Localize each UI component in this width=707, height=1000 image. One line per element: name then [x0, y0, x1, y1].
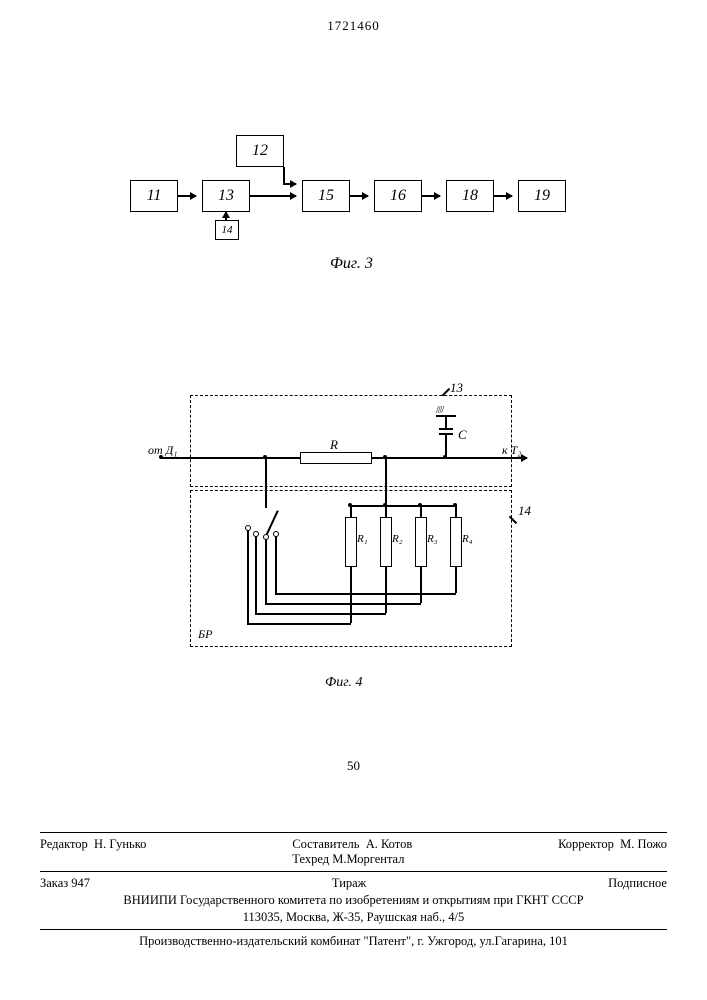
label-R: R: [330, 437, 338, 453]
podpisnoe: Подписное: [608, 876, 667, 891]
r2-lead-top: [385, 505, 387, 517]
arrow-13-15: [250, 195, 296, 197]
fig4-caption: Фиг. 4: [325, 675, 363, 691]
cap-top-lead: [445, 415, 447, 428]
ref-13: 13: [450, 380, 463, 396]
r3-lead-bot: [420, 567, 422, 579]
r1-lead-top: [350, 505, 352, 517]
label-BP: БР: [198, 627, 212, 642]
block-12: 12: [236, 135, 284, 167]
resistor-R1: [345, 517, 357, 567]
cap-plate1: [439, 428, 453, 430]
arrow-16-18: [422, 195, 440, 197]
footer-rule-1: [40, 832, 667, 833]
fig3-caption: Фиг. 3: [330, 255, 373, 273]
block-13: 13: [202, 180, 250, 212]
block-15: 15: [302, 180, 350, 212]
r1-lead-bot: [350, 567, 352, 579]
block-16: 16: [374, 180, 422, 212]
bus-r2-up-r: [385, 579, 387, 613]
ground-bar-c: [436, 415, 456, 417]
bus-r3-up-l: [265, 539, 267, 603]
label-C: С: [458, 427, 467, 443]
node-c: [443, 455, 447, 459]
footer-rule-3: [40, 929, 667, 930]
label-R4: R₄: [462, 533, 473, 545]
resistor-R: [300, 452, 372, 464]
arrow-14-13: [225, 212, 227, 220]
resistor-R4: [450, 517, 462, 567]
label-to-t2: к Т₂: [502, 443, 521, 458]
editor: Редактор Н. Гунько: [40, 837, 146, 867]
footer-row-2: Заказ 947 Тираж Подписное: [40, 876, 667, 891]
r4-lead-bot: [455, 567, 457, 579]
compiler-techred: Составитель А. Котов Техред М.Моргентал: [292, 837, 412, 867]
corrector: Корректор М. Пожо: [558, 837, 667, 867]
block-18: 18: [446, 180, 494, 212]
org-line: ВНИИПИ Государственного комитета по изоб…: [40, 893, 667, 908]
resistor-R3: [415, 517, 427, 567]
line-b-down: [385, 458, 387, 505]
r3-lead-top: [420, 505, 422, 517]
arrow-12-15: [283, 183, 296, 185]
label-R2: R₂: [392, 533, 403, 545]
bus-r3: [265, 603, 421, 605]
bus-r2: [255, 613, 386, 615]
resistor-R2: [380, 517, 392, 567]
figure-3: 11 13 12 14 15 16 18 19: [130, 135, 570, 275]
arrow-11-13: [178, 195, 196, 197]
sw-down: [265, 458, 267, 508]
figure-4: 13 14 от Д₁ к Т₂ R //// С БР R₁ R₂ R₃: [150, 395, 550, 660]
mid-number: 50: [347, 758, 360, 774]
cap-plate2: [439, 433, 453, 435]
r4-lead-top: [455, 505, 457, 517]
label-R1: R₁: [357, 533, 368, 545]
label-R3: R₃: [427, 533, 438, 545]
bus-r4-up-l: [275, 536, 277, 593]
bus-r4: [275, 593, 456, 595]
address-line: 113035, Москва, Ж-35, Раушская наб., 4/5: [40, 910, 667, 925]
line-12-down: [283, 167, 285, 183]
footer-row-1: Редактор Н. Гунько Составитель А. Котов …: [40, 837, 667, 867]
bus-r4-up-r: [455, 579, 457, 593]
bus-r1-up-l: [247, 530, 249, 623]
node-left: [159, 455, 163, 459]
ref-14: 14: [518, 503, 531, 519]
page-number-top: 1721460: [327, 18, 380, 34]
block-19: 19: [518, 180, 566, 212]
bus-r1-up-r: [350, 579, 352, 623]
block-11: 11: [130, 180, 178, 212]
footer: Редактор Н. Гунько Составитель А. Котов …: [40, 828, 667, 951]
publisher-line: Производственно-издательский комбинат "П…: [40, 934, 667, 949]
block-14: 14: [215, 220, 239, 240]
bus-r3-up-r: [420, 579, 422, 603]
order: Заказ 947: [40, 876, 90, 891]
bus-top: [350, 505, 455, 507]
bus-r1: [247, 623, 351, 625]
arrow-15-16: [350, 195, 368, 197]
cap-lead: [445, 435, 447, 457]
r2-lead-bot: [385, 567, 387, 579]
arrow-18-19: [494, 195, 512, 197]
bus-r2-up-l: [255, 536, 257, 613]
tirazh: Тираж: [332, 876, 366, 891]
footer-rule-2: [40, 871, 667, 872]
